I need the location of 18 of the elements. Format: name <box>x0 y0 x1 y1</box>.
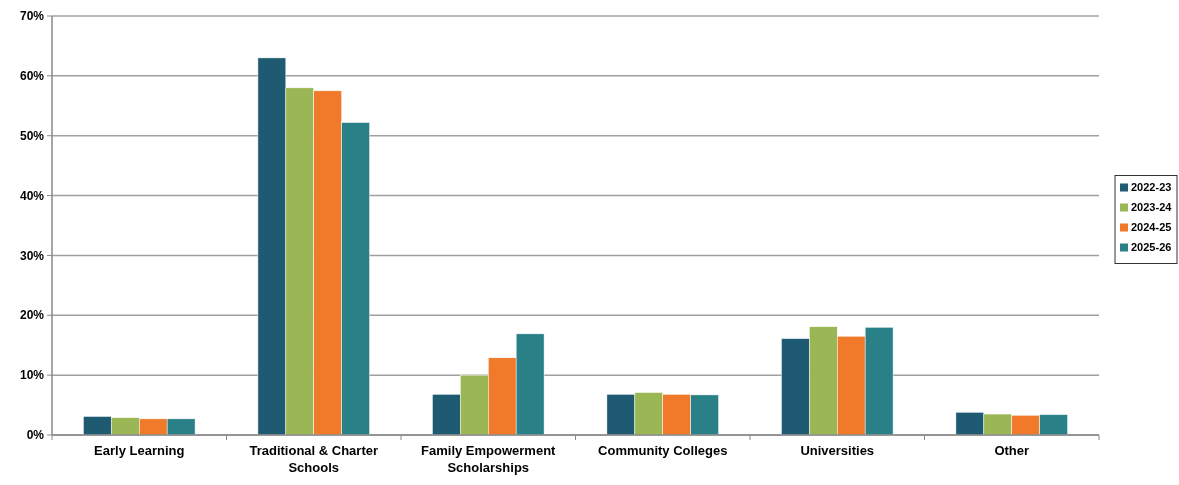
x-tick-label: Early Learning <box>94 443 185 458</box>
y-tick-label: 10% <box>19 368 45 383</box>
legend-label: 2025-26 <box>1131 241 1172 254</box>
y-tick-label: 30% <box>19 248 45 263</box>
legend-label: 2022-23 <box>1131 181 1172 194</box>
y-tick-label: 0% <box>26 428 45 443</box>
y-tick-label: 20% <box>19 308 45 323</box>
x-tick-label: Other <box>994 443 1030 458</box>
x-tick-label: Traditional & Charter Schools <box>249 443 379 475</box>
x-tick-label: Community Colleges <box>598 443 728 458</box>
legend-label: 2023-24 <box>1131 201 1173 214</box>
x-tick-label: Universities <box>800 443 875 458</box>
y-tick-label: 70% <box>19 9 45 24</box>
legend-label: 2024-25 <box>1131 221 1172 234</box>
y-tick-label: 60% <box>19 69 45 84</box>
y-tick-label: 40% <box>19 188 45 203</box>
x-tick-label: Family Empowerment Scholarships <box>421 443 557 475</box>
y-tick-label: 50% <box>19 128 45 143</box>
